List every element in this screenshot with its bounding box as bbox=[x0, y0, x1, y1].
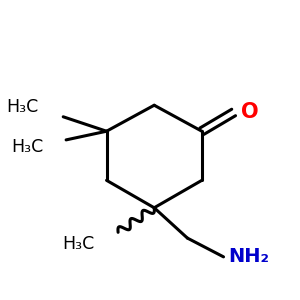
Text: H₃C: H₃C bbox=[63, 235, 95, 253]
Text: H₃C: H₃C bbox=[6, 98, 39, 116]
Text: O: O bbox=[241, 103, 259, 122]
Text: NH₂: NH₂ bbox=[228, 248, 269, 266]
Text: H₃C: H₃C bbox=[11, 138, 43, 156]
